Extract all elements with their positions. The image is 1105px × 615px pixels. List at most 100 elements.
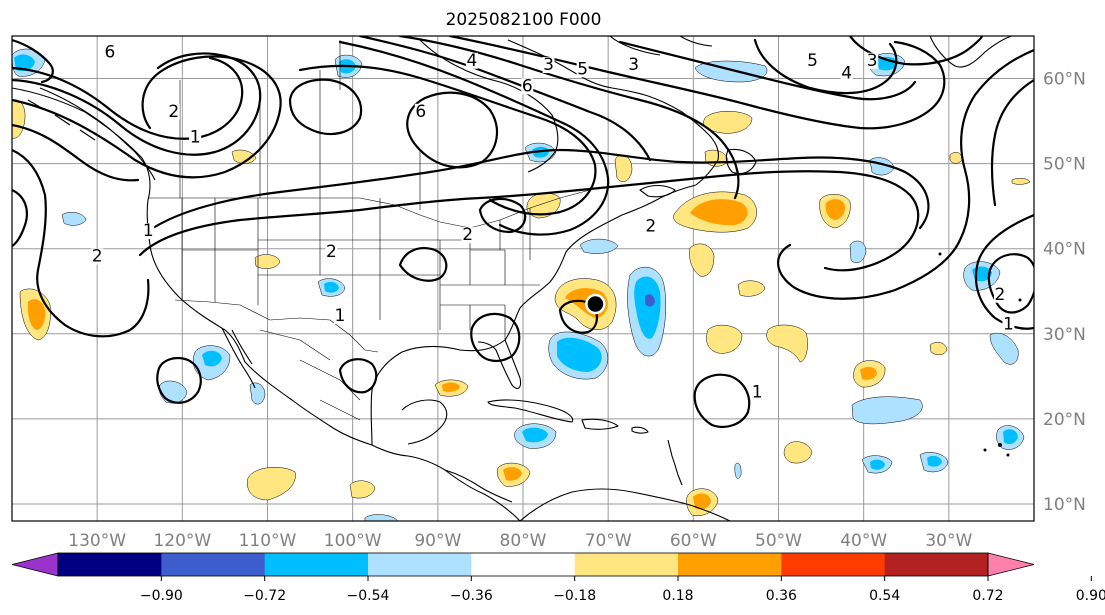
contour-label-bg [333,308,346,325]
anomaly-negative [849,240,867,263]
coastline-gulf-east [370,184,697,446]
anomaly-positive [247,467,296,501]
anomaly-negative-core [324,281,339,293]
anomaly-positive [929,342,948,355]
island-marker [983,448,987,452]
contour-line [990,78,1034,207]
anomaly-negative [579,238,619,254]
contour-line [753,38,898,95]
contour-label-bg [542,57,555,74]
longitude-tick-label: 130°W [68,531,126,551]
island-marker [1018,298,1022,302]
contour-line [406,91,499,169]
colorbar-tick-label: 0.36 [766,588,797,604]
contour-label-bg [866,52,879,69]
colorbar-segment [781,553,886,576]
contour-line [398,36,740,200]
contour-label-bg [993,286,1006,303]
contour-line [12,188,29,248]
colorbar-tick-label: −0.54 [347,588,390,604]
colorbar-tick-label: −0.72 [243,588,286,604]
anomaly-positive-core [860,366,877,380]
contour-label: 3 [867,51,878,71]
contour-line [470,312,521,362]
colorbar-segment [471,553,576,576]
border-states [181,198,540,340]
island-marker [998,443,1002,447]
anomaly-positive-core [825,199,846,220]
contour-line [693,373,751,429]
contour-label-bg [576,61,589,78]
coastline-nova-scotia [639,184,676,198]
colorbar-tick-label: −0.36 [450,588,493,604]
anomaly-positive-core [693,493,711,510]
political-borders [148,40,591,421]
coastline-greenland [929,36,1013,68]
contour-label: 5 [577,59,588,79]
latitude-tick-label: 30°N [1043,325,1086,345]
anomaly-positive-core [690,199,748,226]
contour-label: 3 [543,55,554,75]
contour-label: 6 [522,76,533,96]
contour-label: 6 [415,102,426,122]
border-us-mexico [174,299,379,353]
contour-label-bg [1002,316,1015,333]
coastline-hudson-bay [419,39,559,173]
contour-label: 2 [645,217,656,237]
map-frame [11,35,1035,522]
latitude-labels: 60°N 50°N 40°N 30°N 20°N 10°N [1043,70,1086,515]
contour-line [478,197,527,234]
colorbar-segment [678,553,782,576]
anomaly-positive-core [503,467,522,481]
contour-line [12,56,244,140]
anomaly-positive [254,254,281,269]
colorbar-extend-high [987,552,1035,577]
anomaly-positive [689,243,715,277]
coastlines [12,36,1022,521]
anomaly-negative [364,514,399,521]
longitude-labels: 130°W 120°W 110°W 100°W 90°W 80°W 70°W 60°W 50°W… [68,531,972,551]
contour-line [12,38,54,84]
island-marker [938,252,942,256]
contour-label-bg [644,218,657,235]
longitude-tick-label: 80°W [500,531,547,551]
colorbar-tick-label: −0.18 [553,588,596,604]
contour-label-bg [189,129,202,146]
colorbar-segment [161,553,266,576]
anomaly-negative-core [870,459,885,470]
latitude-tick-label: 40°N [1043,240,1086,260]
longitude-tick-label: 110°W [239,531,297,551]
island-marker [1006,453,1010,457]
contour-label-bg [751,384,764,401]
coastline-cuba [487,399,574,423]
anomaly-negative-core [14,54,35,72]
contour-line [974,213,1034,330]
contour-label-bg [91,248,104,265]
anomaly-negative-core [522,427,548,443]
anomaly-negative [851,396,923,425]
longitude-tick-label: 60°W [670,531,717,551]
coastline-central-america [401,399,513,503]
contour-label: 4 [466,51,477,71]
contour-line [288,78,363,136]
latitude-tick-label: 50°N [1043,155,1086,175]
contour-label: 1 [190,127,201,147]
contour-line [138,170,920,272]
contour-line [777,48,1034,300]
contour-line [558,299,598,334]
anomaly-positive [231,149,257,164]
border-us-canada [148,189,591,229]
contour-label: 2 [326,242,337,262]
colorbar-frame [57,552,989,577]
colorbar-tick-label: −0.90 [140,588,183,604]
anomaly-positive [783,441,813,464]
coastline-lesser-antilles [667,439,683,486]
shaded-anomalies [12,48,1031,521]
contour-line [12,52,262,156]
contour-label-bg [521,78,534,95]
contour-label-bg [465,52,478,69]
contour-line [338,358,378,394]
coastline-south-america [519,488,731,521]
